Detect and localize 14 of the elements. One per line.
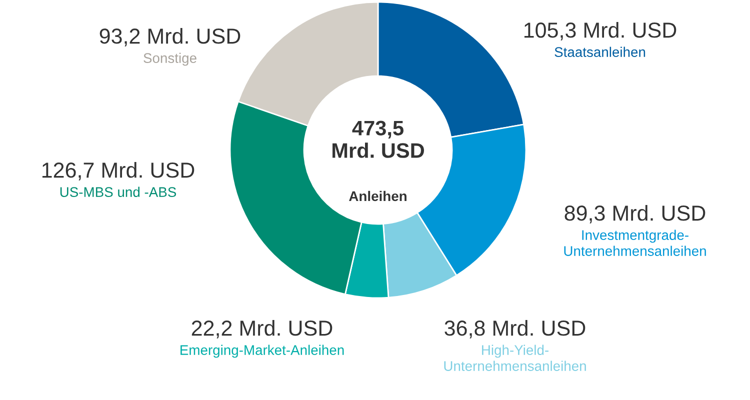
data-label: 93,2 Mrd. USD <box>100 28 240 46</box>
slice-label: High-Yield- Unternehmensanleihen <box>444 344 586 371</box>
slice-label: Staatsanleihen <box>554 46 646 57</box>
data-label: 105,3 Mrd. USD <box>524 22 676 40</box>
data-label: 89,3 Mrd. USD <box>564 204 706 224</box>
data-label: 36,8 Mrd. USD <box>444 320 586 338</box>
text: Anleihen <box>349 190 406 202</box>
data-label: 126,7 Mrd. USD <box>42 162 194 180</box>
text: 473,5 Mrd. USD <box>332 120 424 158</box>
slice-label: Sonstige <box>144 52 196 66</box>
slice-label: Emerging-Market-Anleihen <box>180 344 344 358</box>
data-label: 22,2 Mrd. USD <box>192 320 332 338</box>
slice-label: US-MBS und -ABS <box>60 186 176 197</box>
slice-label: Investmentgrade- Unternehmensanleihen <box>564 230 706 256</box>
